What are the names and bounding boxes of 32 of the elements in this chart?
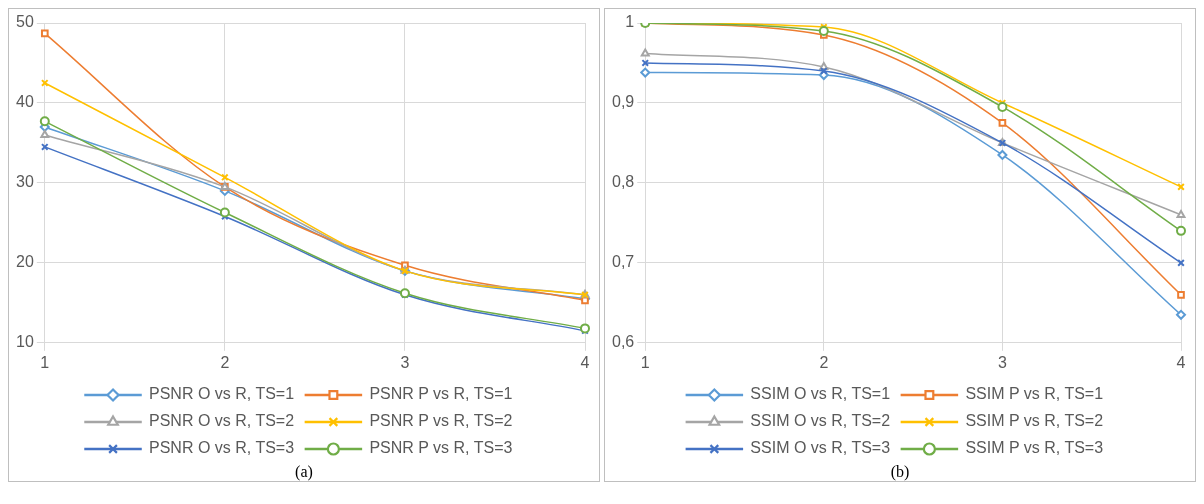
x-tick-label: 4 [1176,353,1186,371]
y-tick-label: 0,9 [611,93,635,111]
legend-label: SSIM P vs R, TS=2 [965,412,1104,430]
y-tick-label: 0,8 [611,173,635,191]
x-tick-label: 3 [997,353,1007,371]
x-tick-label: 3 [400,353,410,371]
x-tick-label: 1 [40,353,50,371]
legend-label: PSNR P vs R, TS=1 [369,385,513,403]
y-tick-label: 1 [625,13,635,31]
y-tick-label: 10 [16,333,34,351]
text: (a) [9,463,599,481]
x-tick-label: 4 [580,353,590,371]
x-tick-label: 2 [220,353,230,371]
y-tick-label: 0,7 [611,253,635,271]
y-tick-label: 20 [16,253,34,271]
legend-label: SSIM O vs R, TS=1 [750,385,891,403]
x-tick-label: 1 [640,353,650,371]
text: (b) [605,463,1195,481]
legend-label: SSIM P vs R, TS=3 [965,439,1104,457]
legend-label: SSIM O vs R, TS=3 [750,439,891,457]
legend-label: SSIM O vs R, TS=2 [750,412,891,430]
legend-label: PSNR O vs R, TS=2 [149,412,295,430]
y-tick-label: 0,6 [611,333,635,351]
legend-label: PSNR O vs R, TS=3 [149,439,295,457]
legend-label: PSNR O vs R, TS=1 [149,385,295,403]
y-tick-label: 40 [16,93,34,111]
y-tick-label: 50 [16,13,34,31]
y-tick-label: 30 [16,173,34,191]
legend-label: SSIM P vs R, TS=1 [965,385,1104,403]
legend-label: PSNR P vs R, TS=3 [369,439,513,457]
legend-label: PSNR P vs R, TS=2 [369,412,513,430]
x-tick-label: 2 [819,353,829,371]
